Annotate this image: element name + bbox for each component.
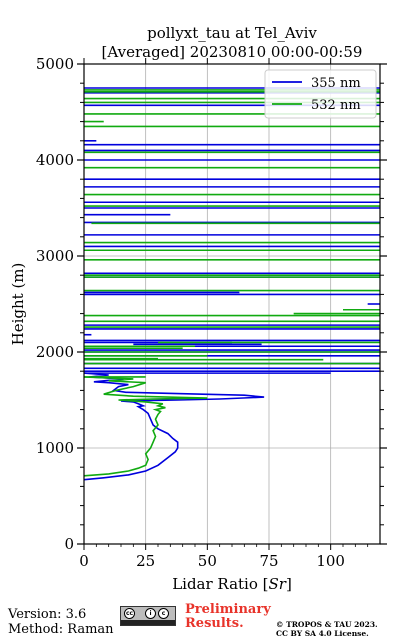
y-tick-label: 3000 (36, 247, 74, 265)
chart-subtitle: [Averaged] 20230810 00:00-00:59 (102, 43, 363, 61)
lidar-ratio-chart: pollyxt_tau at Tel_Aviv [Averaged] 20230… (9, 24, 387, 593)
copyright-line2: CC BY SA 4.0 License. (276, 629, 369, 638)
legend-label-355: 355 nm (311, 76, 361, 91)
chart-title: pollyxt_tau at Tel_Aviv (147, 24, 317, 42)
cc-icon: cc (124, 608, 135, 619)
series-532-nm (83, 89, 380, 477)
preliminary-line1: Preliminary (185, 602, 271, 617)
version-text: Version: 3.6 (8, 607, 87, 622)
preliminary-line2: Results. (185, 616, 244, 631)
legend: 355 nm 532 nm (264, 69, 377, 119)
x-tick-label: 75 (259, 552, 278, 570)
y-tick-label: 5000 (36, 55, 74, 73)
legend-label-532: 532 nm (311, 98, 361, 113)
x-tick-label: 100 (316, 552, 345, 570)
y-tick-label: 0 (64, 535, 74, 553)
method-text: Method: Raman (8, 622, 114, 637)
x-tick-label: 25 (136, 552, 155, 570)
cc-badge-bottom (121, 620, 175, 625)
y-tick-label: 1000 (36, 439, 74, 457)
x-axis-label: Lidar Ratio [Sr] (172, 575, 292, 593)
x-axis-label-suffix: ] (286, 575, 292, 593)
x-axis-label-symbol: Sr (269, 575, 287, 593)
grid-lines (84, 64, 380, 544)
copyright-notice: © TROPOS & TAU 2023. CC BY SA 4.0 Licens… (276, 620, 378, 638)
preliminary-notice: Preliminary Results. (185, 603, 271, 631)
x-tick-label: 0 (79, 552, 89, 570)
profile-line (83, 372, 265, 481)
sa-icon: c (158, 608, 169, 619)
by-icon: i (145, 608, 156, 619)
y-tick-label: 4000 (36, 151, 74, 169)
x-axis-label-prefix: Lidar Ratio [ (172, 575, 268, 593)
x-tick-label: 50 (198, 552, 217, 570)
copyright-line1: © TROPOS & TAU 2023. (276, 620, 378, 629)
y-axis-label: Height (m) (9, 263, 27, 346)
series-355-nm (83, 87, 380, 481)
plot-frame (83, 63, 381, 545)
y-tick-label: 2000 (36, 343, 74, 361)
cc-license-badge: cc i c (120, 606, 176, 626)
profile-line (83, 376, 208, 477)
